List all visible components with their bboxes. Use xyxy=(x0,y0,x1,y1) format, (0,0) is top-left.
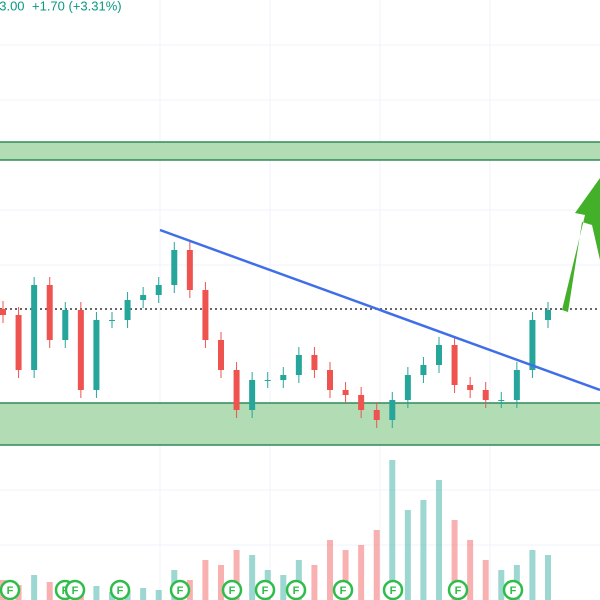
candle-body xyxy=(420,365,427,375)
earnings-label: F xyxy=(177,585,184,597)
volume-bar xyxy=(529,550,536,600)
earnings-label: F xyxy=(293,585,300,597)
volume-bar xyxy=(358,545,365,600)
candle-body xyxy=(77,310,84,390)
earnings-icon xyxy=(382,579,404,600)
candle-body xyxy=(171,250,178,285)
earnings-label: F xyxy=(229,585,236,597)
candle-body xyxy=(295,355,302,375)
earnings-icon xyxy=(254,579,276,600)
volume-bar xyxy=(218,565,224,600)
candle-body xyxy=(498,400,505,401)
candle-body xyxy=(451,345,458,385)
candle-body xyxy=(93,320,100,390)
earnings-label: F xyxy=(262,585,269,597)
volume-bar xyxy=(451,520,458,600)
candle-body xyxy=(404,375,411,400)
candle-body xyxy=(373,410,380,420)
candle-body xyxy=(311,355,318,370)
earnings-label: F xyxy=(117,585,124,597)
candle-body xyxy=(15,315,22,370)
candle-body xyxy=(62,310,69,340)
candle-body xyxy=(482,390,489,400)
earnings-icon xyxy=(447,579,469,600)
earnings-icon xyxy=(332,579,354,600)
candle-body xyxy=(436,345,442,365)
volume-bar xyxy=(545,555,551,600)
candle-body xyxy=(249,380,256,410)
candle-body xyxy=(109,320,115,321)
earnings-label: F xyxy=(510,585,517,597)
volume-bar xyxy=(482,560,489,600)
volume-bar xyxy=(342,550,349,600)
zone xyxy=(0,141,600,161)
zone-layer xyxy=(0,141,600,446)
volume-bar xyxy=(140,588,147,600)
volume-bar xyxy=(311,565,318,600)
earnings-label: F xyxy=(7,585,14,597)
volume-bar xyxy=(404,510,411,600)
candle-body xyxy=(389,400,396,420)
candle-layer xyxy=(0,242,551,428)
volume-bar xyxy=(498,570,505,600)
candle-body xyxy=(202,290,209,340)
earnings-icon xyxy=(169,579,191,600)
volume-bar xyxy=(202,560,209,600)
volume-bar xyxy=(436,480,442,600)
earnings-icon xyxy=(0,579,21,600)
volume-bar xyxy=(327,540,333,600)
candle-body xyxy=(513,370,520,400)
change: +1.70 (+3.31%) xyxy=(32,0,122,13)
volume-bar xyxy=(249,555,256,600)
candle-body xyxy=(545,310,551,320)
earnings-icon xyxy=(285,579,307,600)
volume-bar xyxy=(31,575,38,600)
earnings-icon xyxy=(502,579,524,600)
candle-body xyxy=(46,285,53,340)
earnings-icon xyxy=(64,579,86,600)
volume-bar xyxy=(295,560,302,600)
candle-body xyxy=(342,390,349,395)
candle-body xyxy=(327,370,333,390)
volume-bar xyxy=(155,590,162,600)
candle-body xyxy=(280,375,287,380)
price: 53.00 xyxy=(0,0,25,13)
candle-body xyxy=(218,340,224,370)
volume-bar xyxy=(467,540,474,600)
earnings-label: F xyxy=(340,585,347,597)
volume-bar xyxy=(373,530,380,600)
candle-body xyxy=(529,320,536,370)
volume-bar xyxy=(280,575,287,600)
arrow xyxy=(562,178,600,312)
earnings-icon xyxy=(109,579,131,600)
candle-body xyxy=(155,285,162,295)
candle-body xyxy=(124,300,131,320)
volume-bar xyxy=(93,586,100,600)
candle-body xyxy=(140,295,147,300)
candle-body xyxy=(31,285,38,370)
earnings-markers: FFFFFFFFFFFF xyxy=(0,579,524,600)
candle-body xyxy=(233,370,240,410)
candle-body xyxy=(264,380,271,381)
candle-body xyxy=(186,250,193,290)
candle-body xyxy=(0,309,6,315)
volume-bar xyxy=(233,550,240,600)
volume-bar xyxy=(46,582,53,600)
zone xyxy=(0,402,600,446)
earnings-icon xyxy=(221,579,243,600)
volume-bar xyxy=(389,460,396,600)
candle-body xyxy=(358,395,365,410)
candle-body xyxy=(467,385,474,390)
earnings-label: F xyxy=(390,585,397,597)
volume-bar xyxy=(420,500,427,600)
volume-layer xyxy=(0,460,551,600)
earnings-label: F xyxy=(455,585,462,597)
trendline xyxy=(159,228,600,392)
earnings-label: F xyxy=(72,585,79,597)
